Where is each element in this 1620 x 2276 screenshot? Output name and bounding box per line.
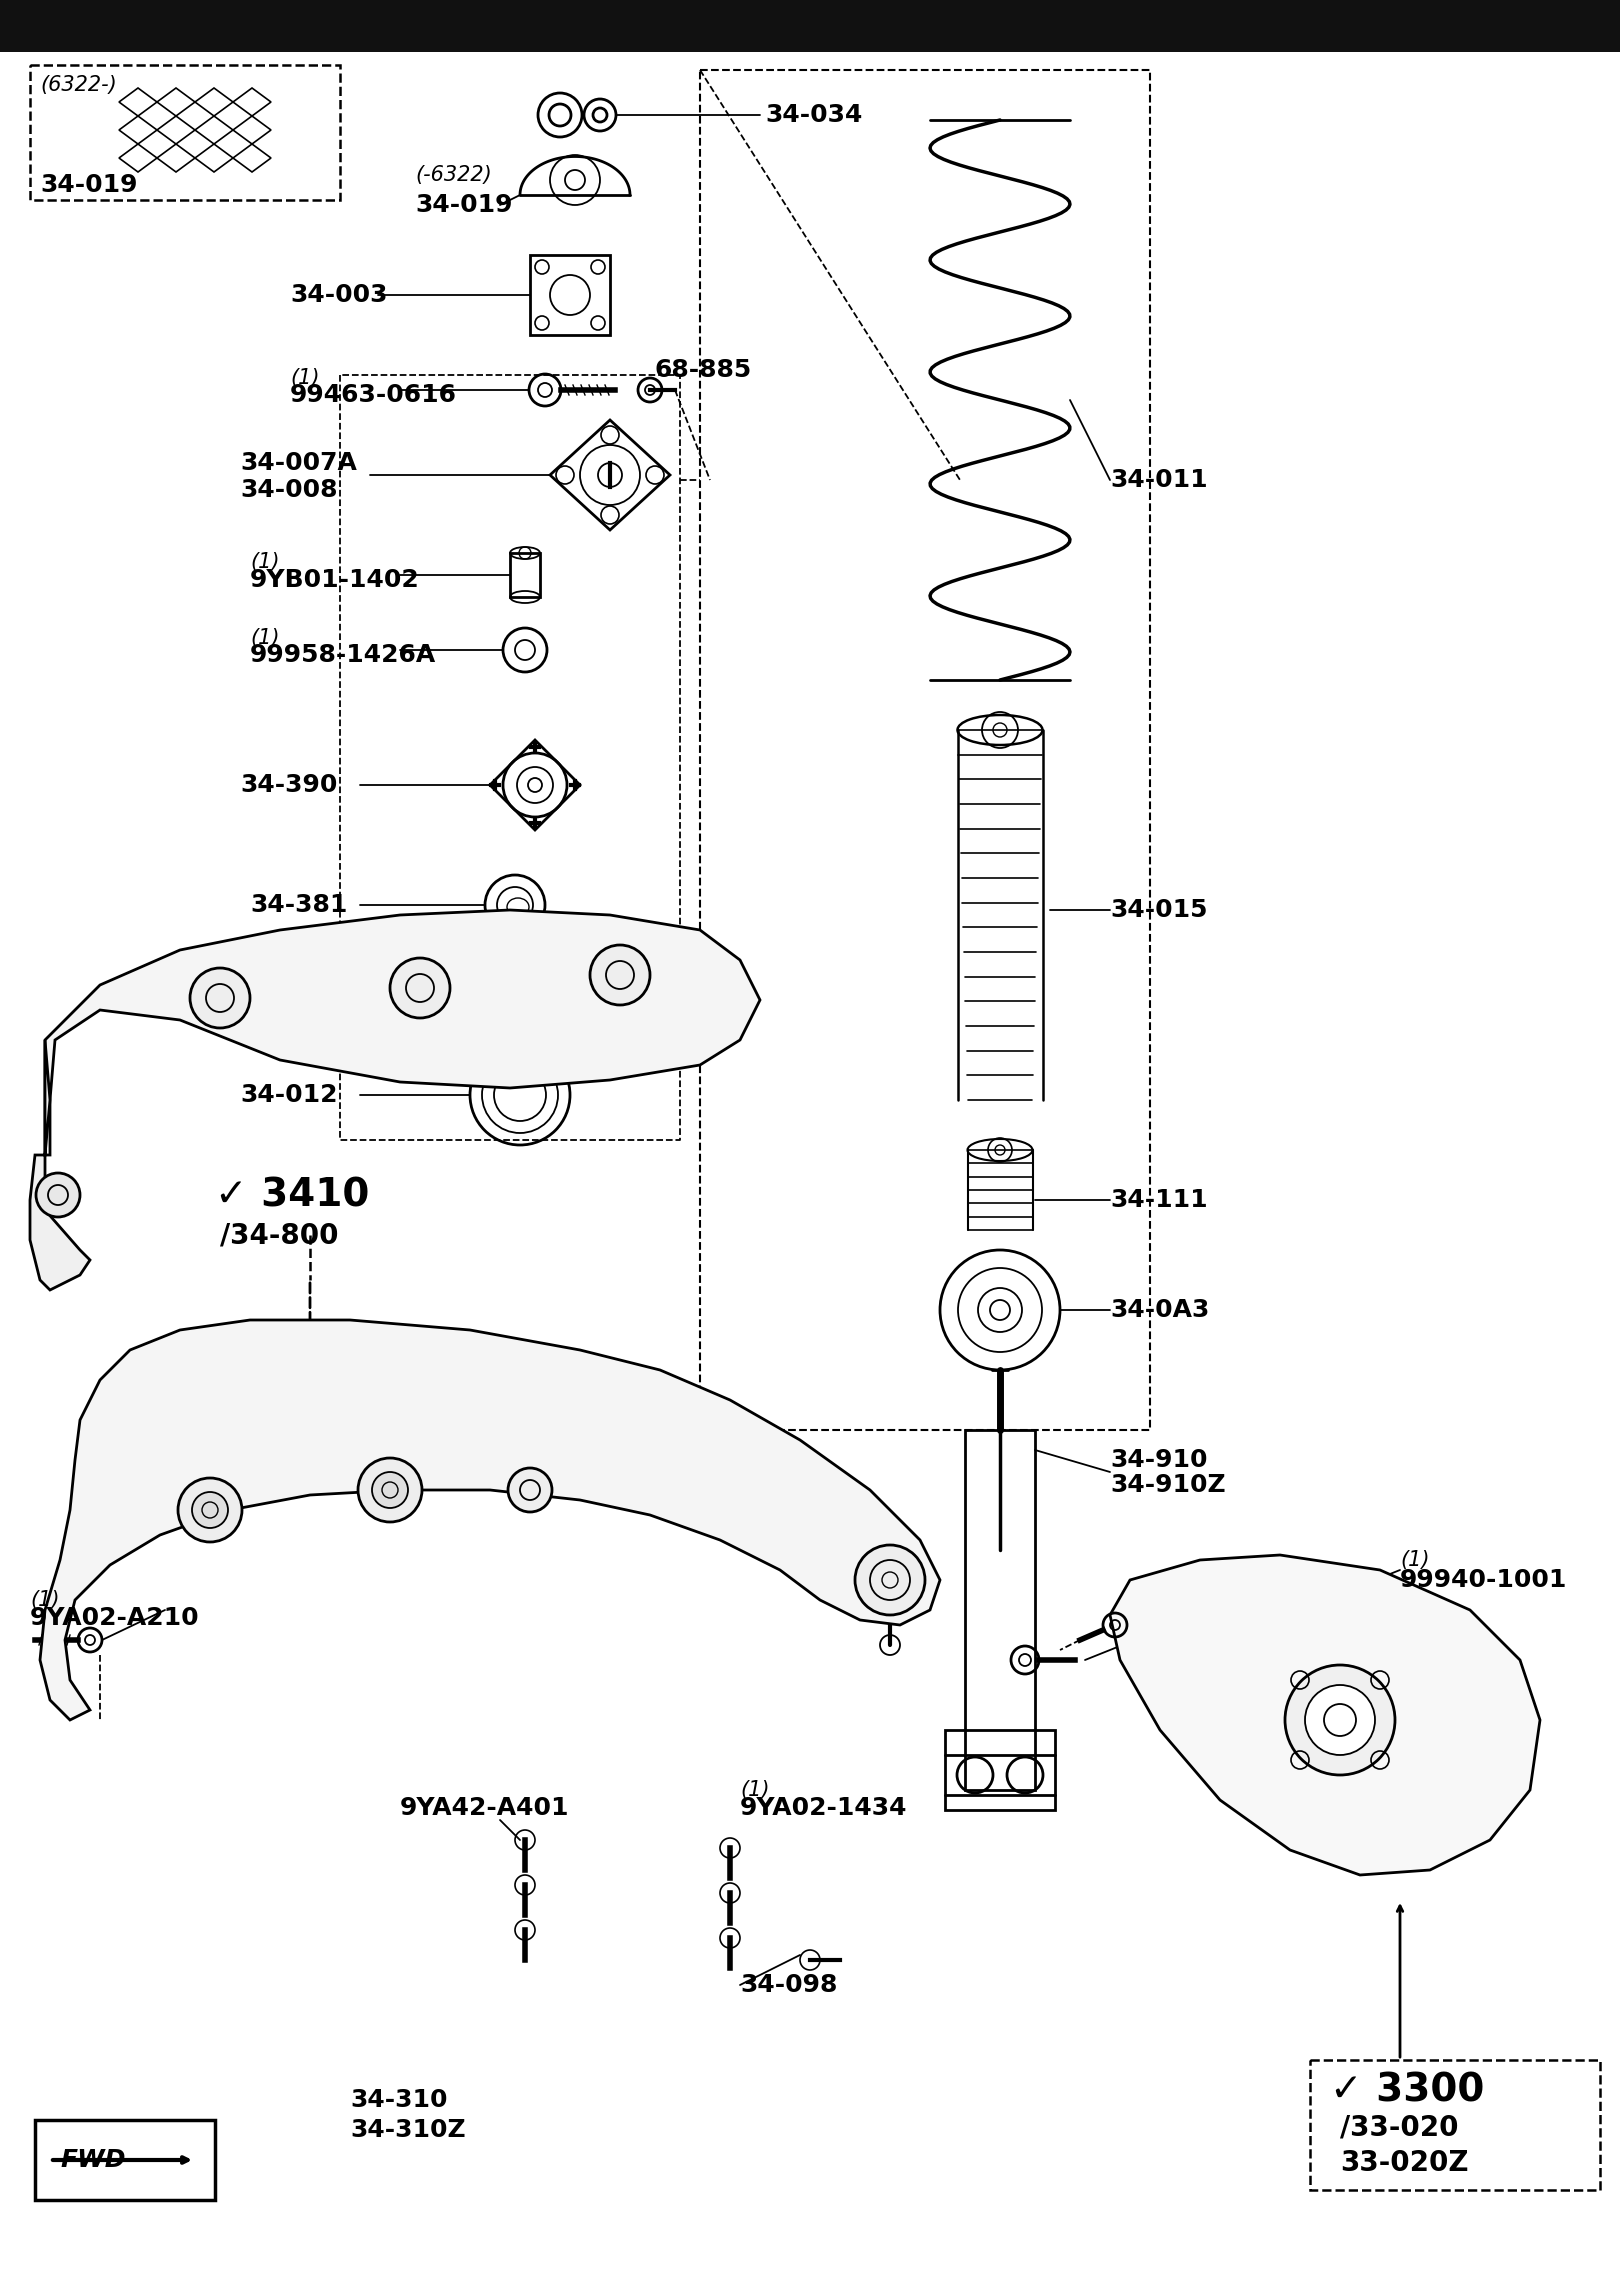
Text: 9YA02-1434: 9YA02-1434 — [740, 1796, 907, 1821]
Text: 99958-1426A: 99958-1426A — [249, 644, 436, 667]
Circle shape — [509, 1468, 552, 1511]
Text: 34-0A3: 34-0A3 — [1110, 1297, 1210, 1322]
Text: 34-381: 34-381 — [249, 892, 347, 917]
Text: 9YA42-A401: 9YA42-A401 — [400, 1796, 570, 1821]
Circle shape — [1285, 1666, 1395, 1775]
Polygon shape — [45, 910, 760, 1154]
Text: FWD: FWD — [60, 2149, 125, 2171]
Text: 34-910Z: 34-910Z — [1110, 1473, 1226, 1498]
Text: 34-011: 34-011 — [1110, 469, 1207, 492]
Text: (1): (1) — [1400, 1550, 1429, 1570]
Text: 9YB04-1406A: 9YB04-1406A — [1140, 1636, 1328, 1659]
Text: (1): (1) — [249, 628, 280, 649]
Bar — [510, 553, 539, 596]
Text: (6322-): (6322-) — [40, 75, 117, 96]
Circle shape — [358, 1459, 421, 1523]
Text: ✓ 3410: ✓ 3410 — [215, 1177, 369, 1213]
Polygon shape — [40, 1320, 940, 1721]
Text: for your 2017 Mazda CX-5 2.5L AT 4WD Sport: for your 2017 Mazda CX-5 2.5L AT 4WD Spo… — [588, 32, 1032, 50]
Text: 34-012: 34-012 — [240, 1083, 337, 1106]
Text: 34-310: 34-310 — [350, 2087, 447, 2112]
Bar — [36, 2119, 215, 2201]
Circle shape — [36, 1172, 79, 1218]
Circle shape — [373, 1473, 408, 1509]
Circle shape — [190, 967, 249, 1029]
Text: 68-885: 68-885 — [654, 357, 752, 382]
Bar — [0, 0, 1620, 52]
Text: FRONT SUSPENSION MECHANISMS: FRONT SUSPENSION MECHANISMS — [514, 5, 1106, 34]
Polygon shape — [1110, 1555, 1541, 1875]
Text: 34-111: 34-111 — [1110, 1188, 1207, 1213]
Text: 34-098: 34-098 — [740, 1973, 838, 1996]
Text: ✓ 3300: ✓ 3300 — [1330, 2071, 1484, 2110]
Text: (1): (1) — [249, 553, 280, 571]
Text: 33-020Z: 33-020Z — [1340, 2149, 1468, 2178]
Text: 34-310Z: 34-310Z — [350, 2119, 465, 2142]
Text: (1): (1) — [290, 369, 319, 387]
Text: 34-019: 34-019 — [40, 173, 138, 198]
Bar — [1311, 2060, 1601, 2190]
Bar — [31, 66, 340, 200]
Circle shape — [855, 1545, 925, 1616]
Text: (1): (1) — [740, 1780, 770, 1800]
Circle shape — [193, 1493, 228, 1527]
Text: 9YA02-A210: 9YA02-A210 — [31, 1607, 199, 1630]
Text: /34-800: /34-800 — [220, 1220, 339, 1250]
Text: 34-390: 34-390 — [240, 774, 337, 797]
Text: 9YB01-1402: 9YB01-1402 — [249, 569, 420, 592]
Text: (1): (1) — [31, 1591, 60, 1609]
Text: 34-910: 34-910 — [1110, 1448, 1207, 1473]
Text: 34-015: 34-015 — [1110, 899, 1207, 922]
Text: 34-019: 34-019 — [415, 193, 512, 216]
Text: 34-008: 34-008 — [240, 478, 337, 503]
Circle shape — [390, 958, 450, 1017]
Text: 34-340: 34-340 — [245, 983, 342, 1006]
Bar — [966, 1429, 1035, 1789]
Text: 99463-0616: 99463-0616 — [290, 382, 457, 407]
Circle shape — [178, 1477, 241, 1543]
Bar — [944, 1730, 1055, 1809]
Text: (-6322): (-6322) — [415, 164, 492, 184]
Text: /33-020: /33-020 — [1340, 2114, 1458, 2142]
Text: 34-007A: 34-007A — [240, 451, 356, 476]
Text: 99940-1001: 99940-1001 — [1400, 1568, 1568, 1591]
Text: 34-034: 34-034 — [765, 102, 862, 127]
Text: 34-003: 34-003 — [290, 282, 387, 307]
Circle shape — [1306, 1684, 1375, 1755]
Text: (1): (1) — [1140, 1618, 1170, 1639]
Polygon shape — [31, 1040, 91, 1290]
Circle shape — [590, 945, 650, 1006]
Bar — [700, 71, 1150, 1429]
